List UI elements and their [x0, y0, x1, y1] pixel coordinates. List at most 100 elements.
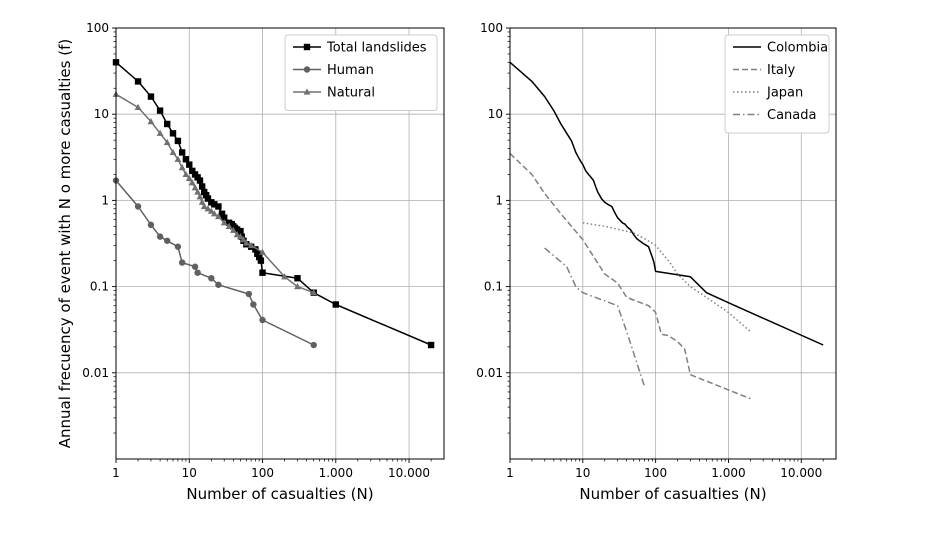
data-point	[255, 253, 263, 261]
data-point	[221, 214, 228, 221]
data-point	[191, 263, 199, 270]
data-point	[215, 203, 222, 210]
panel-1: 1 10 100 1.000 10.000 0.01 0.1 1 10 100 Number of …	[56, 21, 445, 503]
data-point	[164, 120, 171, 128]
data-point	[252, 246, 259, 253]
x-tick-label: 100	[644, 466, 667, 480]
x-tick-label: 1	[112, 466, 120, 480]
data-point	[156, 233, 164, 240]
data-point	[202, 191, 210, 199]
data-point	[208, 275, 215, 282]
data-point	[310, 289, 318, 296]
y-tick-label: 100	[480, 21, 503, 35]
y-tick-label: 0.1	[90, 280, 109, 294]
data-point	[147, 221, 155, 229]
data-point	[186, 161, 193, 168]
axes-frame	[509, 27, 837, 460]
legend-marker	[303, 43, 311, 51]
series-line-colombia	[509, 61, 824, 346]
x-tick-label: 1	[506, 466, 514, 480]
data-point	[147, 118, 155, 125]
legend-label: Japan	[766, 86, 803, 101]
y-tick-label: 0.01	[82, 366, 109, 380]
data-point	[207, 207, 215, 214]
data-point	[211, 201, 218, 208]
data-point	[196, 177, 204, 184]
x-tick-label: 100	[251, 466, 274, 480]
series-line-japan	[582, 222, 751, 333]
data-point	[147, 93, 155, 100]
x-tick-label: 10	[182, 466, 197, 480]
data-point	[164, 237, 171, 244]
data-point	[182, 156, 190, 163]
data-point	[185, 174, 193, 181]
data-point	[233, 226, 241, 233]
legend-marker	[303, 88, 311, 95]
data-point	[247, 241, 255, 249]
legend-label: Colombia	[767, 41, 828, 56]
x-tick-label: 10.000	[388, 466, 430, 480]
data-point	[134, 103, 142, 110]
data-point	[215, 281, 222, 288]
legend-label: Italy	[767, 63, 796, 78]
legend-label: Canada	[767, 108, 816, 123]
data-point	[281, 273, 288, 280]
x-tick-label: 1.000	[319, 466, 353, 480]
legend-label: Human	[327, 63, 374, 78]
legend-box	[724, 34, 830, 134]
data-point	[294, 275, 301, 282]
data-point	[257, 257, 265, 264]
data-point	[200, 202, 208, 210]
data-point	[225, 222, 233, 229]
x-axis-label: Number of casualties (N)	[186, 485, 373, 503]
data-point	[163, 138, 171, 146]
data-point	[233, 231, 241, 238]
data-point	[215, 212, 222, 220]
data-point	[178, 149, 186, 156]
data-point	[242, 239, 250, 246]
data-point	[245, 290, 253, 298]
data-point	[310, 341, 317, 349]
legend-marker	[303, 66, 311, 73]
data-point	[174, 243, 182, 250]
data-point	[204, 205, 212, 212]
data-point	[134, 78, 142, 85]
y-axis-label: Annual frecuency of event with N o more …	[56, 39, 74, 448]
legend-label: Natural	[327, 86, 375, 101]
data-point	[156, 129, 164, 136]
data-point	[259, 316, 266, 324]
data-point	[156, 107, 164, 114]
y-tick-label: 10	[94, 107, 109, 121]
series-line-italy	[509, 152, 751, 400]
data-point	[204, 195, 212, 202]
data-point	[178, 259, 186, 266]
data-point	[259, 248, 266, 255]
data-point	[294, 283, 301, 290]
data-point	[229, 226, 237, 233]
y-tick-label: 0.01	[476, 366, 503, 380]
data-point	[240, 236, 247, 243]
data-point	[134, 203, 142, 210]
legend: Colombia Italy Japan Canada	[724, 34, 830, 134]
data-point	[191, 184, 199, 191]
axes-frame	[115, 27, 445, 460]
data-point	[194, 269, 201, 276]
panel-2: 1 10 100 1.000 10.000 0.01 0.1 1 10 100 Number of …	[476, 21, 837, 503]
data-point	[237, 227, 244, 235]
data-point	[174, 137, 182, 145]
data-point	[254, 250, 261, 258]
data-point	[169, 130, 177, 137]
series-line-natural	[115, 93, 314, 294]
data-point	[218, 210, 226, 217]
data-point	[259, 269, 266, 276]
x-tick-label: 1.000	[711, 466, 745, 480]
data-point	[174, 155, 182, 162]
data-point	[188, 179, 196, 186]
data-point	[198, 198, 206, 205]
data-point	[427, 341, 435, 349]
y-tick-label: 0.1	[484, 280, 503, 294]
data-point	[198, 183, 206, 190]
data-point	[237, 233, 244, 240]
